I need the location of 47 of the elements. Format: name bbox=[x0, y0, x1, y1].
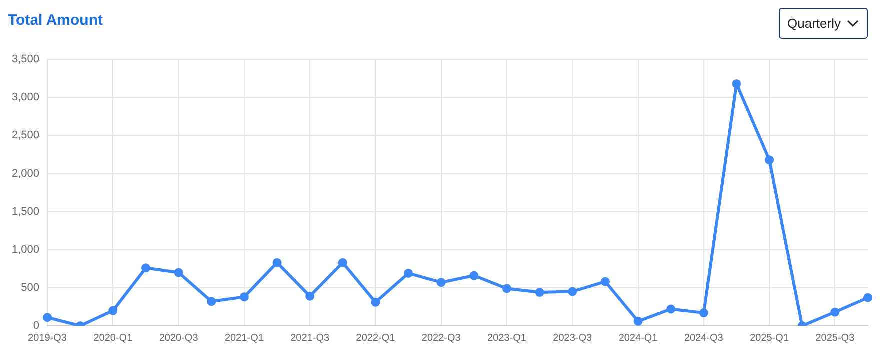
point bbox=[568, 287, 578, 296]
y-tick-label: 1,000 bbox=[12, 244, 40, 256]
point bbox=[43, 313, 52, 322]
point bbox=[240, 292, 249, 302]
point bbox=[371, 298, 380, 307]
x-tick-label: 2021-Q1 bbox=[224, 332, 264, 344]
point bbox=[272, 258, 282, 268]
point bbox=[634, 316, 643, 326]
y-tick-label: 500 bbox=[21, 282, 40, 294]
point bbox=[306, 292, 315, 301]
point bbox=[600, 277, 610, 286]
point bbox=[765, 156, 774, 165]
y-tick-label: 2,500 bbox=[12, 130, 40, 142]
point bbox=[535, 288, 544, 298]
x-tick-label: 2023-Q3 bbox=[553, 332, 593, 344]
x-tick-label: 2024-Q1 bbox=[618, 332, 658, 344]
y-tick-label: 3,500 bbox=[12, 54, 40, 66]
x-tick-label: 2022-Q3 bbox=[422, 332, 462, 344]
point bbox=[404, 268, 414, 278]
y-tick-label: 3,000 bbox=[12, 92, 40, 104]
point bbox=[470, 271, 479, 280]
x-tick-label: 2019-Q3 bbox=[28, 332, 68, 344]
y-tick-label: 1,500 bbox=[12, 206, 40, 218]
point bbox=[338, 258, 348, 268]
point bbox=[830, 308, 840, 317]
x-tick-label: 2022-Q1 bbox=[356, 332, 396, 344]
x-tick-label: 2025-Q3 bbox=[816, 332, 856, 344]
y-tick-label: 2,000 bbox=[12, 168, 40, 180]
point bbox=[141, 264, 150, 273]
x-tick-label: 2021-Q3 bbox=[290, 332, 330, 344]
x-tick-label: 2020-Q3 bbox=[159, 332, 199, 344]
x-tick-label: 2020-Q1 bbox=[94, 332, 134, 344]
point bbox=[502, 284, 512, 294]
point bbox=[108, 306, 118, 316]
x-tick-label: 2023-Q1 bbox=[488, 332, 527, 344]
point bbox=[732, 79, 742, 88]
point bbox=[207, 297, 216, 306]
point bbox=[436, 278, 446, 288]
point bbox=[699, 308, 708, 318]
y-tick-label: 0 bbox=[33, 320, 40, 332]
text: Quarterly bbox=[788, 16, 841, 31]
point bbox=[864, 293, 872, 302]
x-tick-label: 2025-Q1 bbox=[750, 332, 790, 344]
point bbox=[666, 304, 676, 314]
chart-title: Total Amount bbox=[8, 12, 103, 29]
point bbox=[174, 268, 184, 278]
x-tick-label: 2024-Q3 bbox=[684, 332, 724, 344]
